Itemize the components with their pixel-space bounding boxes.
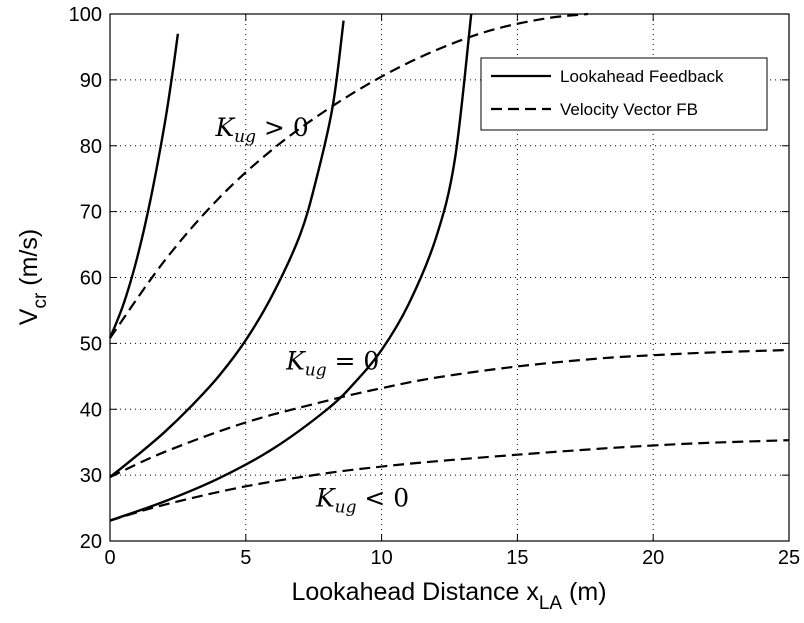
legend-label-lookahead-feedback: Lookahead Feedback — [560, 67, 724, 86]
x-tick-label: 20 — [642, 547, 664, 569]
y-tick-label: 40 — [80, 399, 102, 421]
y-tick-label: 80 — [80, 136, 102, 158]
k-ug-annotation: Kug = 0 — [285, 347, 379, 381]
axis-ticks: 0 5 10 15 20 25 20 30 40 50 60 70 80 90 100 — [69, 4, 801, 569]
y-axis-title-unit: (m/s) — [15, 229, 43, 293]
x-tick-label: 15 — [506, 547, 528, 569]
y-axis-title-main: V — [15, 308, 43, 325]
legend-box — [480, 57, 768, 131]
legend-label-velocity-vector-fb: Velocity Vector FB — [560, 100, 698, 119]
k-ug-annotation: Kug > 0 — [214, 113, 308, 147]
series-line-dashed — [109, 348, 790, 479]
series-group — [108, 12, 790, 522]
k-ug-annotation: Kug < 0 — [315, 484, 409, 518]
x-tick-label: 0 — [104, 547, 115, 569]
annotation-relation: > 0 — [256, 113, 309, 142]
y-tick-label: 100 — [69, 4, 102, 26]
y-tick-label: 20 — [80, 531, 102, 553]
y-tick-label: 70 — [80, 202, 102, 224]
x-axis-title-main: Lookahead Distance x — [291, 578, 539, 606]
x-axis-title: Lookahead Distance xLA (m) — [291, 578, 606, 614]
series-line-solid — [108, 33, 180, 339]
y-axis-title-sub: cr — [30, 292, 51, 309]
x-axis-title-unit: (m) — [562, 578, 606, 606]
x-tick-label: 10 — [370, 547, 392, 569]
annotation-subscript: ug — [335, 498, 357, 518]
y-tick-label: 30 — [80, 465, 102, 487]
annotation-subscript: ug — [305, 361, 327, 381]
y-tick-label: 50 — [80, 333, 102, 355]
x-tick-label: 5 — [240, 547, 251, 569]
annotation-symbol: K — [285, 347, 306, 376]
annotation-relation: < 0 — [356, 484, 409, 513]
annotation-relation: = 0 — [327, 347, 380, 376]
annotation-subscript: ug — [234, 127, 256, 147]
annotation-symbol: K — [214, 113, 235, 142]
series-line-dashed — [109, 439, 790, 522]
series-line-solid — [109, 20, 345, 479]
y-tick-label: 90 — [80, 70, 102, 92]
legend: Lookahead Feedback Velocity Vector FB — [480, 57, 768, 131]
series-line-solid — [109, 13, 473, 522]
y-tick-label: 60 — [80, 268, 102, 290]
x-tick-label: 25 — [778, 547, 800, 569]
annotation-symbol: K — [315, 484, 336, 513]
y-axis-title: Vcr (m/s) — [15, 229, 51, 325]
x-axis-title-sub: LA — [539, 593, 563, 614]
